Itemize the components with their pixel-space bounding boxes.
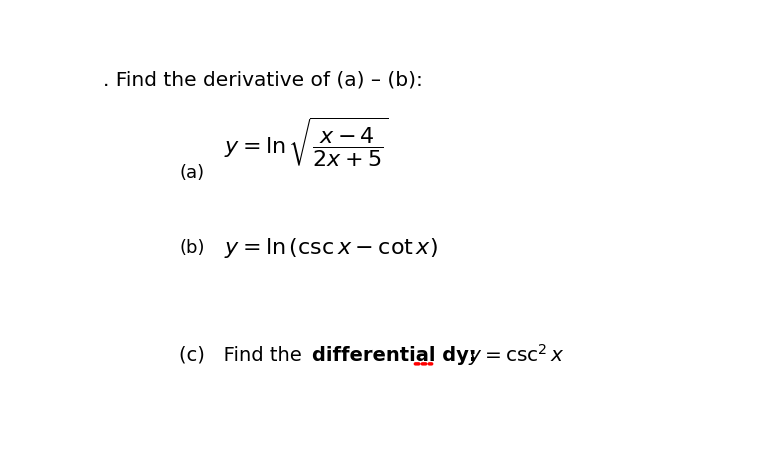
Text: $y = \ln\left(\mathrm{csc}\,x - \cot x\right)$: $y = \ln\left(\mathrm{csc}\,x - \cot x\r… xyxy=(224,237,438,261)
Text: $y = \ln \sqrt{\dfrac{x-4}{2x+5}}$: $y = \ln \sqrt{\dfrac{x-4}{2x+5}}$ xyxy=(224,115,389,168)
Text: . Find the derivative of (a) – (b):: . Find the derivative of (a) – (b): xyxy=(103,70,423,89)
Text: differential dy:: differential dy: xyxy=(312,345,477,365)
Text: (c)   Find the: (c) Find the xyxy=(180,345,308,365)
Text: (b): (b) xyxy=(180,240,205,257)
Text: (a): (a) xyxy=(180,164,204,183)
Text: $y = \csc^{2} x$: $y = \csc^{2} x$ xyxy=(468,342,564,368)
